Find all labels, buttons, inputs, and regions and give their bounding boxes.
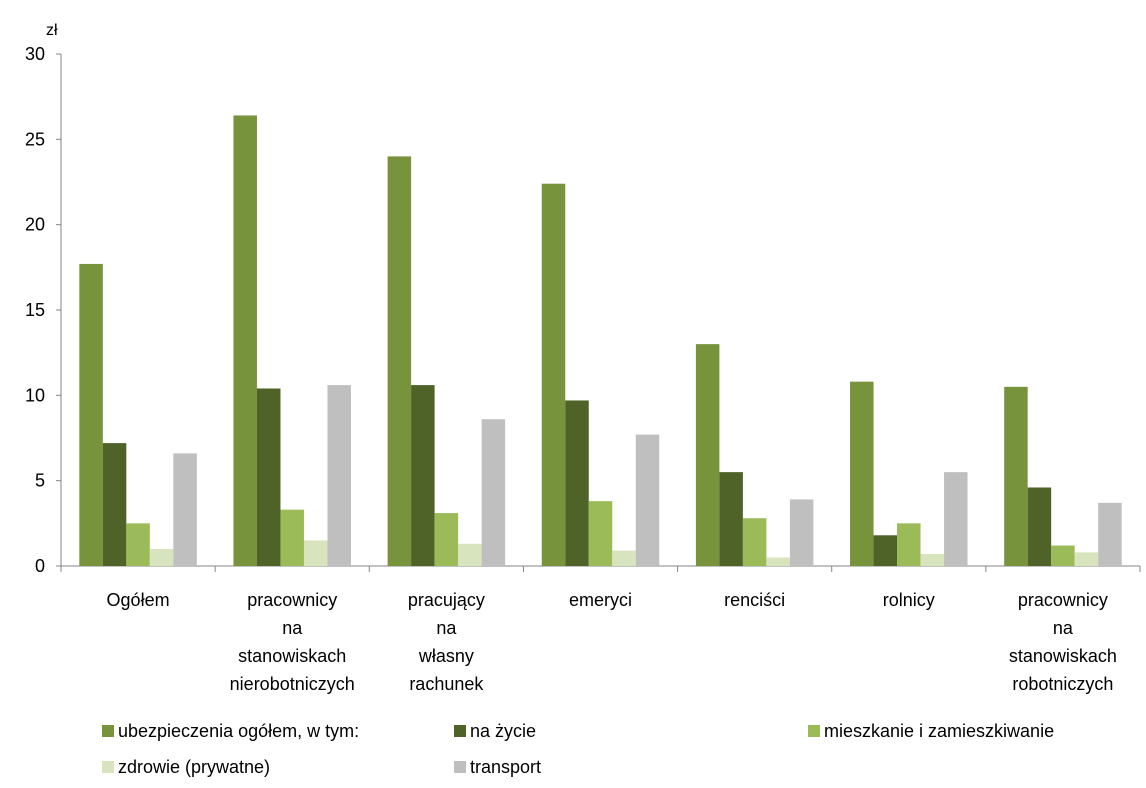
bar xyxy=(1074,552,1099,566)
bar xyxy=(327,385,351,566)
legend-label: ubezpieczenia ogółem, w tym: xyxy=(118,721,359,741)
bar xyxy=(173,453,197,566)
x-tick-label: stanowiskach xyxy=(238,646,346,666)
x-tick-label: stanowiskach xyxy=(1009,646,1117,666)
bar xyxy=(79,263,103,566)
legend-label: na życie xyxy=(470,721,536,741)
bar xyxy=(102,443,127,566)
bar xyxy=(742,518,767,566)
legend-label: mieszkanie i zamieszkiwanie xyxy=(824,721,1054,741)
y-tick-label: 5 xyxy=(35,471,45,491)
legend-swatch xyxy=(102,761,114,773)
bar xyxy=(411,385,435,566)
y-axis-unit-label: zł xyxy=(46,22,58,39)
x-tick-label: rolnicy xyxy=(883,590,935,610)
y-tick-label: 30 xyxy=(25,44,45,64)
legend-swatch xyxy=(102,725,114,737)
legend-label: zdrowie (prywatne) xyxy=(118,757,270,777)
bar xyxy=(458,543,482,566)
x-tick-label: Ogółem xyxy=(107,590,170,610)
bar xyxy=(897,523,921,566)
bar xyxy=(1027,487,1052,566)
bar xyxy=(789,499,814,566)
bar xyxy=(1098,502,1122,566)
y-tick-label: 10 xyxy=(25,385,45,405)
bar xyxy=(612,550,636,566)
x-tick-label: renciści xyxy=(724,590,785,610)
x-tick-label: nierobotniczych xyxy=(230,674,355,694)
bar xyxy=(256,388,281,566)
bar xyxy=(434,513,459,566)
bar xyxy=(873,535,898,566)
x-tick-label: emeryci xyxy=(569,590,632,610)
bar xyxy=(635,434,660,566)
x-tick-label: rachunek xyxy=(409,674,484,694)
x-tick-label: na xyxy=(282,618,303,638)
x-tick-label: pracownicy xyxy=(1018,590,1108,610)
bar xyxy=(303,540,328,566)
bar xyxy=(719,472,743,566)
bar xyxy=(588,501,613,566)
bar xyxy=(126,523,150,566)
bar xyxy=(766,557,790,566)
bars xyxy=(60,115,1141,572)
legend-swatch xyxy=(454,725,466,737)
bar xyxy=(1004,386,1028,566)
y-tick-label: 15 xyxy=(25,300,45,320)
bar xyxy=(695,344,720,566)
x-tick-label: na xyxy=(1053,618,1074,638)
bar xyxy=(850,381,874,566)
x-tick-label: robotniczych xyxy=(1012,674,1113,694)
y-tick-label: 25 xyxy=(25,129,45,149)
bar xyxy=(280,509,304,566)
x-axis-labels: Ogółem pracownicy na stanowiskach nierobotni… xyxy=(107,590,1117,694)
bar xyxy=(920,554,945,566)
bar xyxy=(481,419,506,566)
bar xyxy=(565,400,589,566)
bar xyxy=(387,156,412,566)
legend-label: transport xyxy=(470,757,541,777)
y-tick-label: 0 xyxy=(35,556,45,576)
bar xyxy=(541,183,566,566)
y-tick-label: 20 xyxy=(25,215,45,235)
legend-swatch xyxy=(454,761,466,773)
legend-swatch xyxy=(808,725,820,737)
x-tick-label: pracujący xyxy=(408,590,485,610)
bar xyxy=(233,115,257,566)
x-tick-label: na xyxy=(436,618,457,638)
bar xyxy=(944,472,968,566)
bar xyxy=(1051,545,1075,566)
bar xyxy=(149,548,174,566)
x-tick-label: własny xyxy=(418,646,474,666)
x-tick-label: pracownicy xyxy=(247,590,337,610)
legend: ubezpieczenia ogółem, w tym: na życie mies… xyxy=(102,721,1054,777)
